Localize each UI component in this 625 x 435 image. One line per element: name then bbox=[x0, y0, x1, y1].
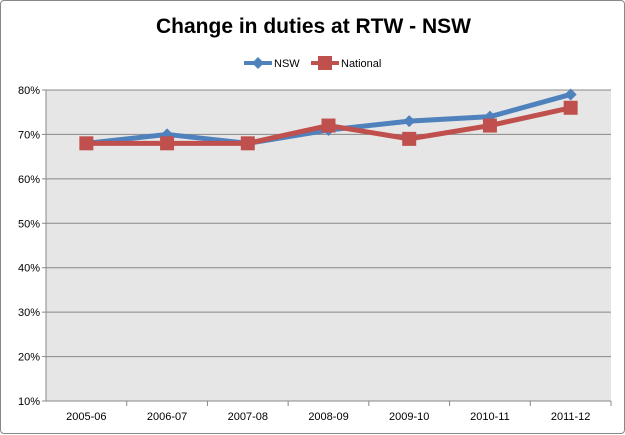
x-tick-label: 2006-07 bbox=[147, 411, 187, 423]
data-point-national bbox=[240, 136, 255, 151]
x-tick-label: 2011-12 bbox=[551, 411, 591, 423]
x-tick-label: 2010-11 bbox=[470, 411, 510, 423]
y-tick-label: 40% bbox=[18, 263, 40, 275]
legend-marker bbox=[318, 56, 332, 70]
legend-label: National bbox=[341, 58, 381, 70]
y-tick-label: 60% bbox=[18, 174, 40, 186]
data-point-national bbox=[160, 136, 175, 151]
y-tick-label: 10% bbox=[18, 396, 40, 408]
y-tick-label: 80% bbox=[18, 85, 40, 97]
legend-label: NSW bbox=[274, 58, 300, 70]
chart-title: Change in duties at RTW - NSW bbox=[156, 15, 471, 38]
x-tick-label: 2005-06 bbox=[66, 411, 106, 423]
y-tick-label: 70% bbox=[18, 129, 40, 141]
y-tick-label: 50% bbox=[18, 218, 40, 230]
data-point-national bbox=[321, 118, 336, 133]
data-point-national bbox=[563, 100, 578, 115]
y-tick-label: 20% bbox=[18, 352, 40, 364]
data-point-national bbox=[402, 131, 417, 146]
data-point-national bbox=[79, 136, 94, 151]
data-point-national bbox=[482, 118, 497, 133]
x-tick-label: 2007-08 bbox=[228, 411, 268, 423]
data-point-nsw bbox=[403, 115, 416, 128]
x-tick-label: 2008-09 bbox=[308, 411, 348, 423]
data-point-nsw bbox=[564, 88, 577, 101]
y-tick-label: 30% bbox=[18, 307, 40, 319]
legend-marker bbox=[252, 57, 264, 69]
x-tick-label: 2009-10 bbox=[389, 411, 429, 423]
